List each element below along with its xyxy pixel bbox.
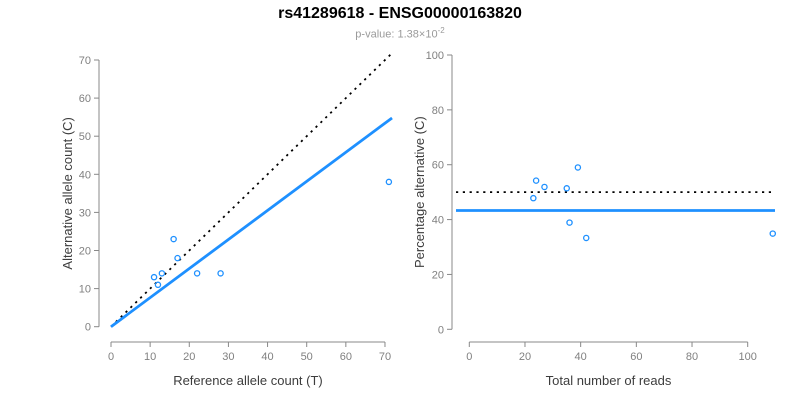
data-point [582, 234, 590, 242]
x-tick-label: 0 [108, 351, 114, 363]
y-tick-label: 70 [79, 55, 91, 67]
y-axis-title: Percentage alternative (C) [412, 116, 427, 268]
x-axis-title: Reference allele count (T) [173, 373, 323, 388]
data-point [530, 194, 537, 202]
y-tick-label: 0 [85, 322, 91, 334]
data-point [532, 177, 540, 184]
pvalue-text: p-value: 1.38×10 [355, 28, 438, 41]
y-tick-label: 100 [426, 50, 444, 62]
x-tick-label: 20 [183, 351, 195, 363]
y-tick-label: 20 [79, 246, 91, 258]
x-axis-title: Total number of reads [546, 373, 672, 388]
y-tick-label: 40 [79, 169, 91, 181]
data-point [193, 270, 201, 277]
data-point [154, 281, 162, 289]
identity-line [110, 52, 393, 328]
y-tick-label: 20 [432, 269, 444, 281]
data-point [150, 273, 158, 281]
data-point [563, 185, 570, 192]
x-tick-label: 20 [519, 351, 531, 363]
data-point [217, 270, 224, 277]
data-point [769, 230, 777, 237]
data-point [158, 270, 166, 277]
x-tick-label: 40 [575, 351, 587, 363]
pvalue-subtitle: p-value: 1.38×10-2 [0, 26, 800, 41]
x-tick-label: 10 [144, 351, 156, 363]
y-tick-label: 60 [79, 93, 91, 105]
x-tick-label: 80 [686, 351, 698, 363]
x-tick-label: 100 [739, 351, 757, 363]
y-tick-label: 50 [79, 131, 91, 143]
percentage-scatter: 0 20 40 60 80 100 0 20 40 60 80 100 Total number of … [412, 50, 777, 388]
data-point [170, 235, 177, 243]
x-tick-label: 50 [301, 351, 313, 363]
x-tick-label: 70 [379, 351, 391, 363]
data-point [574, 164, 582, 171]
data-point [541, 183, 548, 191]
figure-title: rs41289618 - ENSG00000163820 [278, 5, 522, 22]
y-axis-title: Alternative allele count (C) [60, 117, 75, 269]
data-point [174, 254, 181, 262]
y-tick-label: 40 [432, 215, 444, 227]
y-tick-label: 0 [438, 324, 444, 336]
pvalue-exponent: -2 [437, 26, 445, 35]
data-point [385, 178, 393, 186]
y-tick-label: 10 [79, 284, 91, 296]
y-tick-label: 60 [432, 160, 444, 172]
x-tick-label: 60 [340, 351, 352, 363]
data-point [566, 219, 573, 226]
allele-count-scatter: 0 10 20 30 40 50 60 70 0 10 20 30 40 50 60 70 Reference … [60, 52, 393, 388]
fit-line [110, 116, 393, 328]
y-tick-label: 30 [79, 207, 91, 219]
y-tick-label: 80 [432, 105, 444, 117]
x-tick-label: 30 [222, 351, 234, 363]
x-tick-label: 60 [630, 351, 642, 363]
x-tick-label: 40 [261, 351, 273, 363]
x-tick-label: 0 [466, 351, 472, 363]
